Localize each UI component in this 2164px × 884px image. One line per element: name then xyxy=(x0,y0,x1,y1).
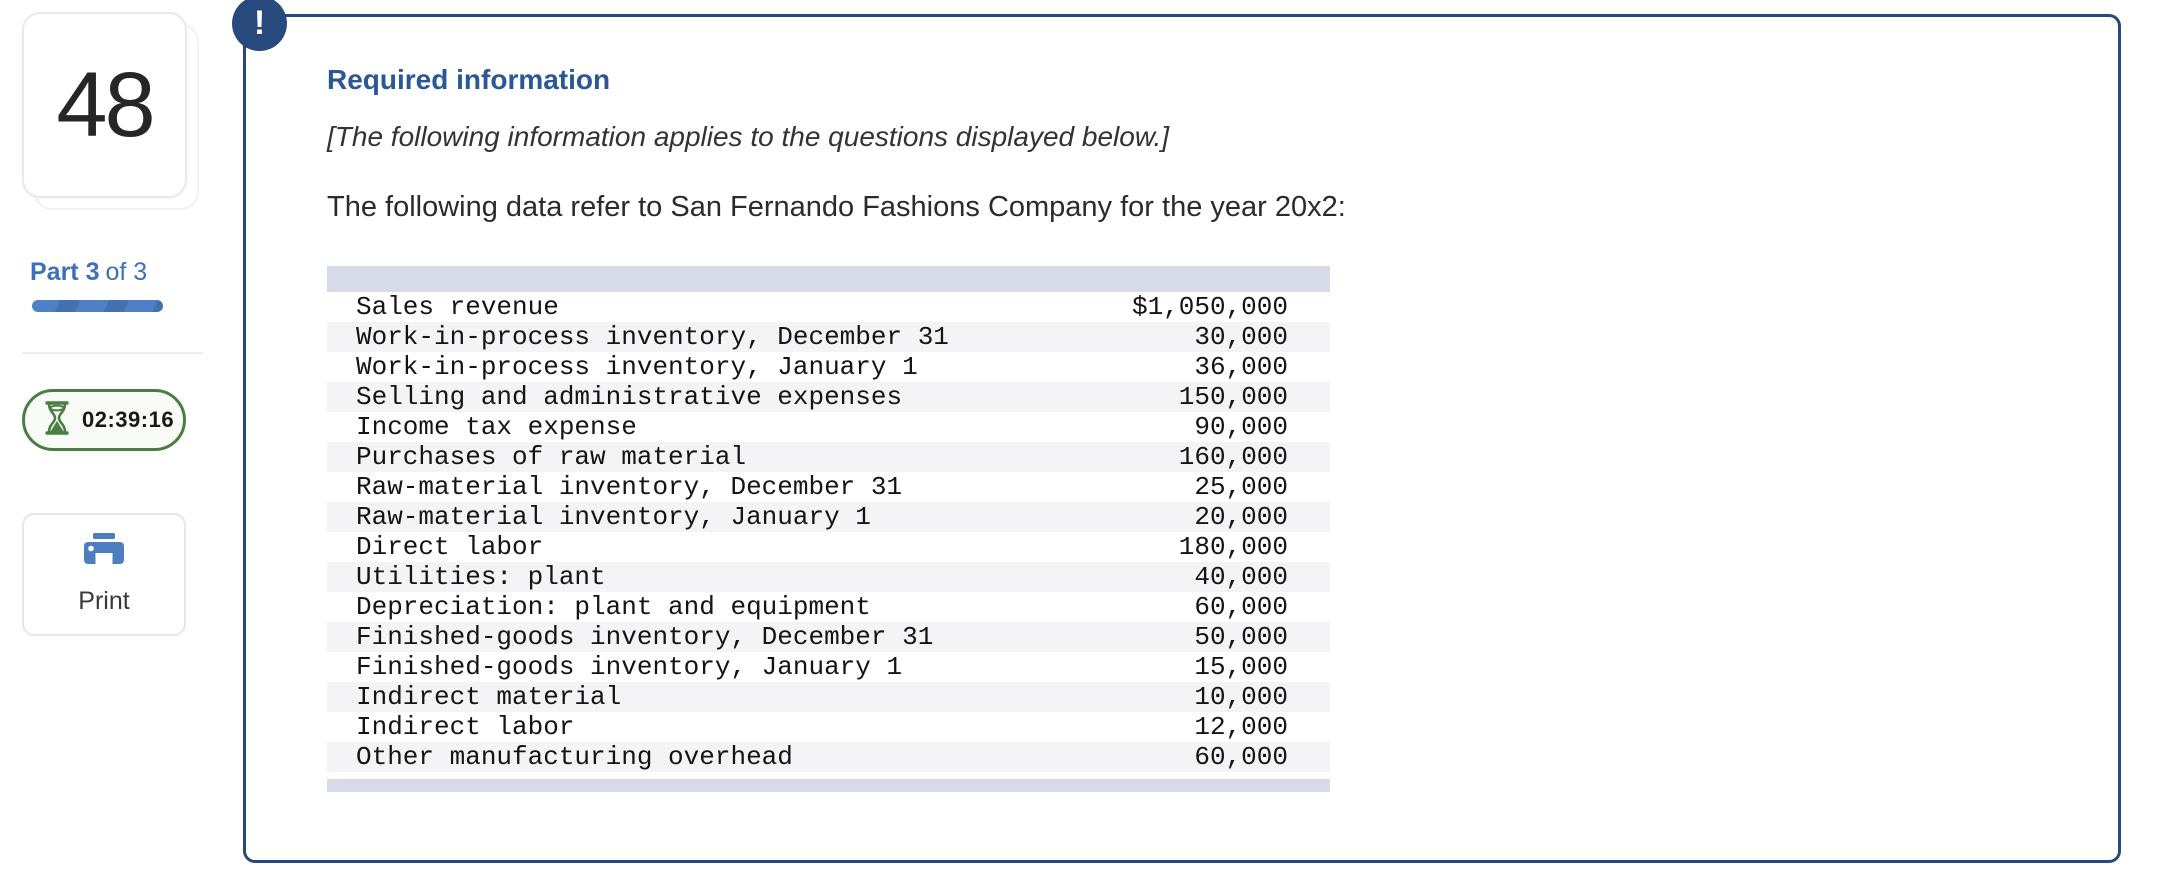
row-label: Depreciation: plant and equipment xyxy=(356,592,871,622)
row-label: Sales revenue xyxy=(356,292,559,322)
row-value: 25,000 xyxy=(1194,472,1288,502)
row-value: 30,000 xyxy=(1194,322,1288,352)
table-row: Utilities: plant 40,000 xyxy=(327,562,1330,592)
row-value: 60,000 xyxy=(1194,592,1288,622)
row-value: 180,000 xyxy=(1178,532,1288,562)
row-value: 10,000 xyxy=(1194,682,1288,712)
table-row: Work-in-process inventory, January 1 36,0… xyxy=(327,352,1330,382)
table-footer-band xyxy=(327,779,1330,792)
table-row: Work-in-process inventory, December 31 30… xyxy=(327,322,1330,352)
part-indicator: Part 3 of 3 xyxy=(30,258,147,287)
row-value: 90,000 xyxy=(1194,412,1288,442)
part-indicator-total: of 3 xyxy=(105,258,148,286)
row-label: Raw-material inventory, December 31 xyxy=(356,472,903,502)
table-row: Purchases of raw material 160,000 xyxy=(327,442,1330,472)
row-value: 150,000 xyxy=(1178,382,1288,412)
row-label: Direct labor xyxy=(356,532,544,562)
applies-note: [The following information applies to th… xyxy=(327,121,1170,152)
row-label: Purchases of raw material xyxy=(356,442,747,472)
timer-value: 02:39:16 xyxy=(82,407,175,432)
part-indicator-current: Part 3 xyxy=(30,258,100,286)
print-button[interactable]: Print xyxy=(22,513,186,636)
timer-pill[interactable]: 02:39:16 xyxy=(22,389,186,451)
table-row: Finished-goods inventory, December 31 50,… xyxy=(327,622,1330,652)
table-row: Sales revenue $1,050,000 xyxy=(327,292,1330,322)
row-value: 40,000 xyxy=(1194,562,1288,592)
part-progress-bar xyxy=(32,300,163,312)
row-value: 12,000 xyxy=(1194,712,1288,742)
row-label: Finished-goods inventory, December 31 xyxy=(356,622,934,652)
table-row: Selling and administrative expenses 150,0… xyxy=(327,382,1330,412)
table-row: Direct labor 180,000 xyxy=(327,532,1330,562)
table-row: Finished-goods inventory, January 1 15,00… xyxy=(327,652,1330,682)
row-value: 15,000 xyxy=(1194,652,1288,682)
row-value: 50,000 xyxy=(1194,622,1288,652)
row-value: 60,000 xyxy=(1194,742,1288,772)
row-label: Other manufacturing overhead xyxy=(356,742,793,772)
sidebar-divider xyxy=(22,352,203,354)
row-label: Indirect labor xyxy=(356,712,575,742)
row-value: $1,050,000 xyxy=(1131,292,1288,322)
row-label: Selling and administrative expenses xyxy=(356,382,903,412)
printer-icon xyxy=(80,533,128,580)
table-body: Sales revenue $1,050,000 Work-in-process … xyxy=(327,292,1330,772)
alert-icon: ! xyxy=(232,0,287,51)
required-information-heading: Required information xyxy=(327,64,611,95)
intro-text: The following data refer to San Fernando… xyxy=(327,191,1346,223)
row-value: 20,000 xyxy=(1194,502,1288,532)
row-label: Utilities: plant xyxy=(356,562,606,592)
row-value: 36,000 xyxy=(1194,352,1288,382)
table-row: Indirect labor 12,000 xyxy=(327,712,1330,742)
table-row: Raw-material inventory, January 1 20,000 xyxy=(327,502,1330,532)
row-label: Income tax expense xyxy=(356,412,637,442)
print-button-label: Print xyxy=(78,587,130,615)
question-number-card: 48 xyxy=(22,12,187,198)
table-row: Raw-material inventory, December 31 25,00… xyxy=(327,472,1330,502)
table-header-band xyxy=(327,266,1330,292)
row-value: 160,000 xyxy=(1178,442,1288,472)
row-label: Indirect material xyxy=(356,682,622,712)
table-row: Income tax expense 90,000 xyxy=(327,412,1330,442)
financial-data-table: Sales revenue $1,050,000 Work-in-process … xyxy=(327,266,1330,792)
required-information-panel xyxy=(243,14,2121,863)
alert-exclamation: ! xyxy=(253,4,266,42)
row-label: Raw-material inventory, January 1 xyxy=(356,502,871,532)
row-label: Work-in-process inventory, January 1 xyxy=(356,352,918,382)
table-row: Depreciation: plant and equipment 60,000 xyxy=(327,592,1330,622)
hourglass-icon xyxy=(42,400,72,441)
question-number: 48 xyxy=(56,53,155,156)
row-label: Work-in-process inventory, December 31 xyxy=(356,322,949,352)
row-label: Finished-goods inventory, January 1 xyxy=(356,652,903,682)
table-row: Indirect material 10,000 xyxy=(327,682,1330,712)
table-row: Other manufacturing overhead 60,000 xyxy=(327,742,1330,772)
